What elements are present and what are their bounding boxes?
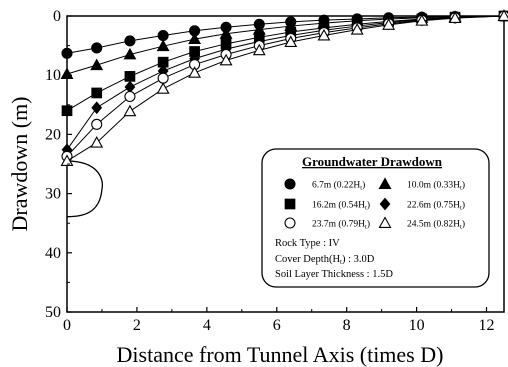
- legend-label: 16.2m (0.54Ht): [312, 200, 370, 212]
- data-point: [124, 90, 136, 103]
- y-axis-title: Drawdown (m): [7, 96, 32, 231]
- series-line: [66, 15, 505, 157]
- x-tick-label: 4: [203, 317, 211, 334]
- data-point: [123, 104, 137, 117]
- data-point: [415, 14, 429, 26]
- tunnel-outline: [66, 160, 104, 218]
- data-point: [123, 47, 137, 60]
- data-point: [91, 42, 103, 54]
- legend-marker: [378, 216, 392, 228]
- data-point: [497, 9, 508, 21]
- y-tick-label: 10: [45, 67, 61, 84]
- x-tick-label: 10: [409, 317, 425, 334]
- data-point: [317, 28, 331, 41]
- series-4: [61, 9, 508, 157]
- legend-marker: [284, 217, 296, 229]
- data-point: [61, 47, 73, 59]
- data-point: [219, 53, 233, 66]
- note-cover-depth-sub: t: [340, 258, 342, 266]
- data-point: [124, 80, 136, 94]
- legend-label: 22.6m (0.75Ht): [407, 200, 465, 212]
- data-point: [219, 27, 233, 39]
- data-point: [90, 58, 104, 71]
- x-axis-ticks: 0 2 4 6 8 10 12: [63, 307, 495, 334]
- legend-title: Groundwater Drawdown: [302, 154, 443, 169]
- series-line: [66, 15, 505, 75]
- y-tick-label: 40: [45, 245, 61, 262]
- data-point: [124, 71, 136, 82]
- data-point: [188, 66, 202, 78]
- data-point: [284, 35, 298, 47]
- x-tick-label: 12: [479, 317, 495, 334]
- series-line: [66, 15, 505, 162]
- y-tick-label: 30: [45, 186, 61, 203]
- data-point: [91, 101, 103, 115]
- series-layer: [60, 9, 508, 166]
- data-point: [91, 118, 103, 130]
- note-rock-type: Rock Type : IV: [275, 238, 340, 249]
- data-point: [60, 67, 74, 79]
- tunnel-shape: [66, 160, 104, 218]
- note-cover-depth-a: Cover Depth(H: [275, 254, 340, 265]
- legend-box: Groundwater Drawdown 6.7m (0.22Ht) 10.0m …: [261, 148, 490, 288]
- legend-label: 6.7m (0.22Ht): [312, 180, 365, 192]
- data-point: [157, 72, 169, 84]
- y-tick-label: 50: [45, 304, 61, 321]
- legend-label: 10.0m (0.33Ht): [407, 180, 465, 192]
- data-point: [90, 136, 104, 148]
- data-point: [252, 43, 266, 56]
- data-point: [350, 22, 364, 35]
- data-point: [382, 18, 396, 30]
- legend-marker: [284, 178, 296, 190]
- series-6: [60, 9, 508, 166]
- y-tick-label: 20: [45, 126, 61, 143]
- data-point: [61, 105, 73, 117]
- legend-label: 23.7m (0.79Ht): [312, 219, 370, 231]
- series-line: [66, 15, 505, 112]
- legend-label: 24.5m (0.82Ht): [407, 219, 465, 231]
- legend-marker: [379, 197, 391, 211]
- x-axis-title: Distance from Tunnel Axis (times D): [117, 342, 444, 367]
- x-tick-label: 8: [343, 317, 351, 334]
- data-point: [60, 154, 74, 166]
- x-tick-label: 6: [273, 317, 281, 334]
- legend-marker: [284, 198, 296, 210]
- data-point: [91, 87, 103, 99]
- y-tick-label: 0: [53, 8, 61, 25]
- legend-items: 6.7m (0.22Ht) 10.0m (0.33Ht) 16.2m (0.54Ht…: [284, 177, 465, 231]
- data-point: [157, 29, 169, 42]
- legend-marker: [378, 177, 392, 189]
- data-point: [448, 11, 462, 24]
- x-tick-label: 2: [133, 317, 141, 334]
- data-point: [156, 82, 170, 94]
- note-cover-depth: Cover Depth(Ht) : 3.0D: [275, 254, 375, 266]
- y-axis-ticks: 0 10 20 30 40 50: [45, 8, 72, 321]
- data-point: [188, 32, 202, 45]
- data-point: [156, 39, 170, 52]
- x-tick-label: 0: [63, 317, 71, 334]
- data-point: [124, 35, 136, 47]
- note-soil-layer: Soil Layer Thickness : 1.5D: [275, 269, 393, 280]
- legend-frame: [261, 148, 490, 288]
- note-cover-depth-b: ) : 3.0D: [342, 254, 375, 265]
